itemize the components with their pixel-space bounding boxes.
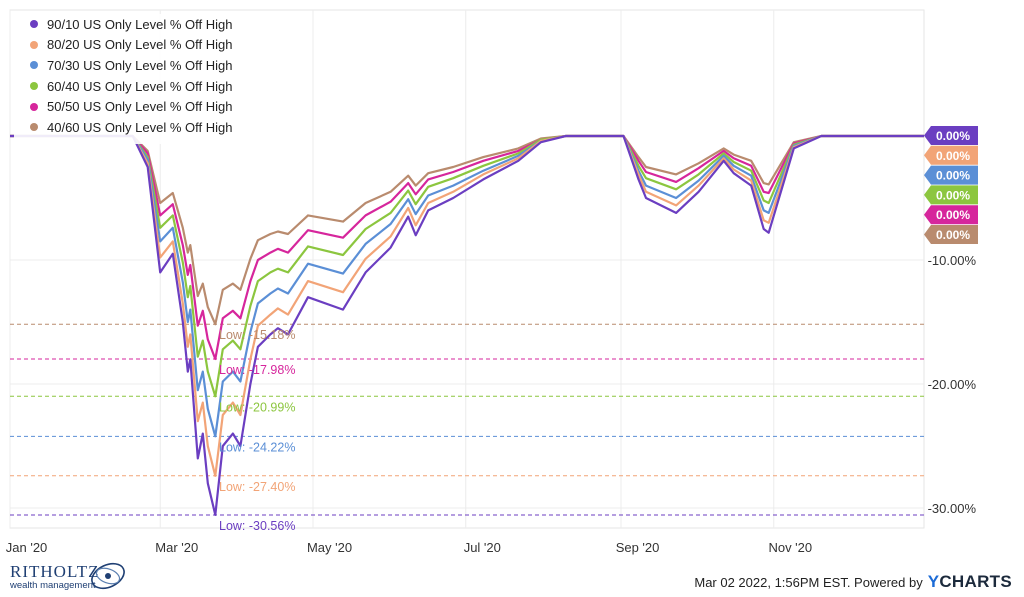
- legend-label: 70/30 US Only Level % Off High: [47, 57, 233, 73]
- y-tick-label: -10.00%: [928, 253, 977, 268]
- chart-footer: RITHOLTZ wealth management Mar 02 2022, …: [0, 558, 1024, 597]
- x-tick-label: Sep '20: [616, 540, 660, 555]
- legend-marker-icon: [30, 123, 38, 132]
- ycharts-text: CHARTS: [939, 572, 1012, 591]
- legend-item[interactable]: 60/40 US Only Level % Off High: [14, 76, 236, 97]
- series-line: [10, 134, 924, 516]
- ritholtz-emblem-icon: [91, 562, 125, 590]
- series-line: [10, 134, 924, 438]
- x-tick-label: Nov '20: [768, 540, 812, 555]
- series-line: [10, 134, 924, 326]
- x-tick-label: Jan '20: [6, 540, 48, 555]
- x-tick-label: Jul '20: [464, 540, 501, 555]
- x-tick-label: Mar '20: [155, 540, 198, 555]
- y-tick-label: -20.00%: [928, 377, 977, 392]
- end-value-label: 0.00%: [936, 228, 970, 242]
- legend-marker-icon: [30, 40, 38, 49]
- low-label: Low: -17.98%: [219, 363, 295, 377]
- end-value-badge: [924, 126, 978, 145]
- chart-legend: 90/10 US Only Level % Off High 80/20 US O…: [14, 14, 236, 144]
- attribution: Mar 02 2022, 1:56PM EST. Powered by YCHA…: [694, 572, 1012, 592]
- low-label: Low: -24.22%: [219, 440, 295, 454]
- ritholtz-logo: RITHOLTZ wealth management: [10, 562, 100, 591]
- end-value-label: 0.00%: [936, 208, 970, 222]
- end-value-badge: [924, 145, 978, 165]
- brand-name: RITHOLTZ: [10, 562, 100, 581]
- legend-marker-icon: [30, 20, 38, 29]
- legend-marker-icon: [30, 82, 38, 91]
- end-value-badge: [924, 205, 978, 225]
- legend-item[interactable]: 70/30 US Only Level % Off High: [14, 55, 236, 76]
- legend-marker-icon: [30, 102, 38, 111]
- end-value-badge: [924, 165, 978, 185]
- legend-marker-icon: [30, 61, 38, 70]
- x-tick-label: May '20: [307, 540, 352, 555]
- legend-label: 80/20 US Only Level % Off High: [47, 37, 233, 53]
- legend-item[interactable]: 50/50 US Only Level % Off High: [14, 96, 236, 117]
- end-value-label: 0.00%: [936, 169, 970, 183]
- series-line: [10, 134, 924, 361]
- series-line: [10, 134, 924, 477]
- series-line: [10, 134, 924, 398]
- legend-label: 60/40 US Only Level % Off High: [47, 78, 233, 94]
- legend-label: 50/50 US Only Level % Off High: [47, 99, 233, 115]
- y-tick-label: -30.00%: [928, 501, 977, 516]
- end-value-label: 0.00%: [936, 149, 970, 163]
- brand-subtitle: wealth management: [10, 580, 96, 591]
- legend-label: 90/10 US Only Level % Off High: [47, 16, 233, 32]
- low-label: Low: -30.56%: [219, 519, 295, 533]
- end-value-badge: [924, 185, 978, 205]
- ycharts-y: Y: [927, 572, 940, 591]
- low-label: Low: -27.40%: [219, 480, 295, 494]
- ycharts-logo[interactable]: YCHARTS: [928, 572, 1012, 592]
- legend-label: 40/60 US Only Level % Off High: [47, 119, 233, 135]
- end-value-label: 0.00%: [936, 188, 970, 202]
- legend-item[interactable]: 40/60 US Only Level % Off High: [14, 117, 236, 138]
- attribution-text: Mar 02 2022, 1:56PM EST. Powered by: [694, 574, 923, 590]
- legend-item[interactable]: 90/10 US Only Level % Off High: [14, 14, 236, 35]
- end-value-badge: [924, 225, 978, 244]
- legend-item[interactable]: 80/20 US Only Level % Off High: [14, 35, 236, 56]
- low-label: Low: -20.99%: [219, 400, 295, 414]
- end-value-label: 0.00%: [936, 129, 970, 143]
- low-label: Low: -15.18%: [219, 328, 295, 342]
